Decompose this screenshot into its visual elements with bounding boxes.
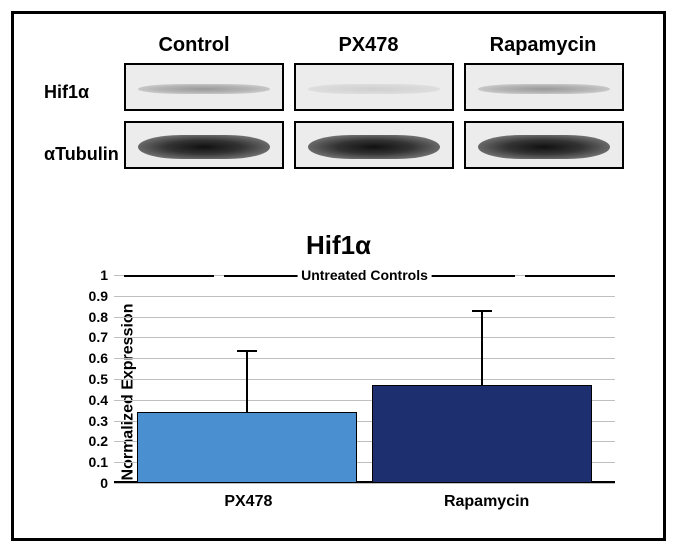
chart-errorcap [472,310,492,312]
chart-ytick: 0.4 [74,392,108,408]
blot-rows [124,63,633,169]
blot-row-label: αTubulin [44,144,119,165]
blot-condition-headers: Control PX478 Rapamycin [114,34,623,57]
blot-row [124,63,633,111]
chart-baseline-dash [425,275,515,277]
blot-header: PX478 [289,34,449,57]
blot-lane [124,63,284,111]
chart-gridline [114,317,615,318]
chart-ytick: 0.6 [74,350,108,366]
blot-band [308,84,439,94]
blot-row-label: Hif1α [44,82,89,103]
blot-lane [124,121,284,169]
blot-lane [294,121,454,169]
chart-xlabel: Rapamycin [444,493,529,511]
chart-gridline [114,379,615,380]
chart-ytick: 0.2 [74,433,108,449]
chart-ytick: 0.1 [74,454,108,470]
chart-gridline [114,296,615,297]
blot-lane [294,63,454,111]
chart-gridline [114,358,615,359]
blot-band [308,135,439,159]
figure-frame: Control PX478 Rapamycin Hif1α αTubulin H… [11,11,666,541]
chart-ytick: 1 [74,267,108,283]
blot-band [138,135,269,159]
blot-header: Control [114,34,274,57]
chart-ytick: 0.3 [74,413,108,429]
chart-xlabel: PX478 [224,493,272,511]
chart-baseline-dash [124,275,214,277]
chart-ytick: 0.5 [74,371,108,387]
chart-ytick: 0.8 [74,309,108,325]
chart-ytick: 0.9 [74,288,108,304]
chart-errorbar [481,312,483,385]
blot-lane [464,121,624,169]
chart-errorcap [237,350,257,352]
chart-bar [137,412,357,483]
chart-ytick: 0.7 [74,329,108,345]
chart-gridline [114,483,615,484]
bar-chart: Normalized Expression 00.10.20.30.40.50.… [44,267,633,517]
blot-band [478,84,609,94]
chart-bar [372,385,592,483]
western-blot-panel: Control PX478 Rapamycin Hif1α αTubulin [44,34,633,214]
blot-header: Rapamycin [463,34,623,57]
chart-baseline-dash [525,275,615,277]
chart-gridline [114,337,615,338]
chart-plot-area: 00.10.20.30.40.50.60.70.80.91Untreated C… [114,275,615,483]
blot-lane [464,63,624,111]
chart-ytick: 0 [74,475,108,491]
chart-errorbar [246,352,248,412]
blot-band [138,84,269,94]
chart-title: Hif1α [44,230,633,261]
blot-row [124,121,633,169]
chart-baseline-label: Untreated Controls [297,267,432,283]
blot-band [478,135,609,159]
